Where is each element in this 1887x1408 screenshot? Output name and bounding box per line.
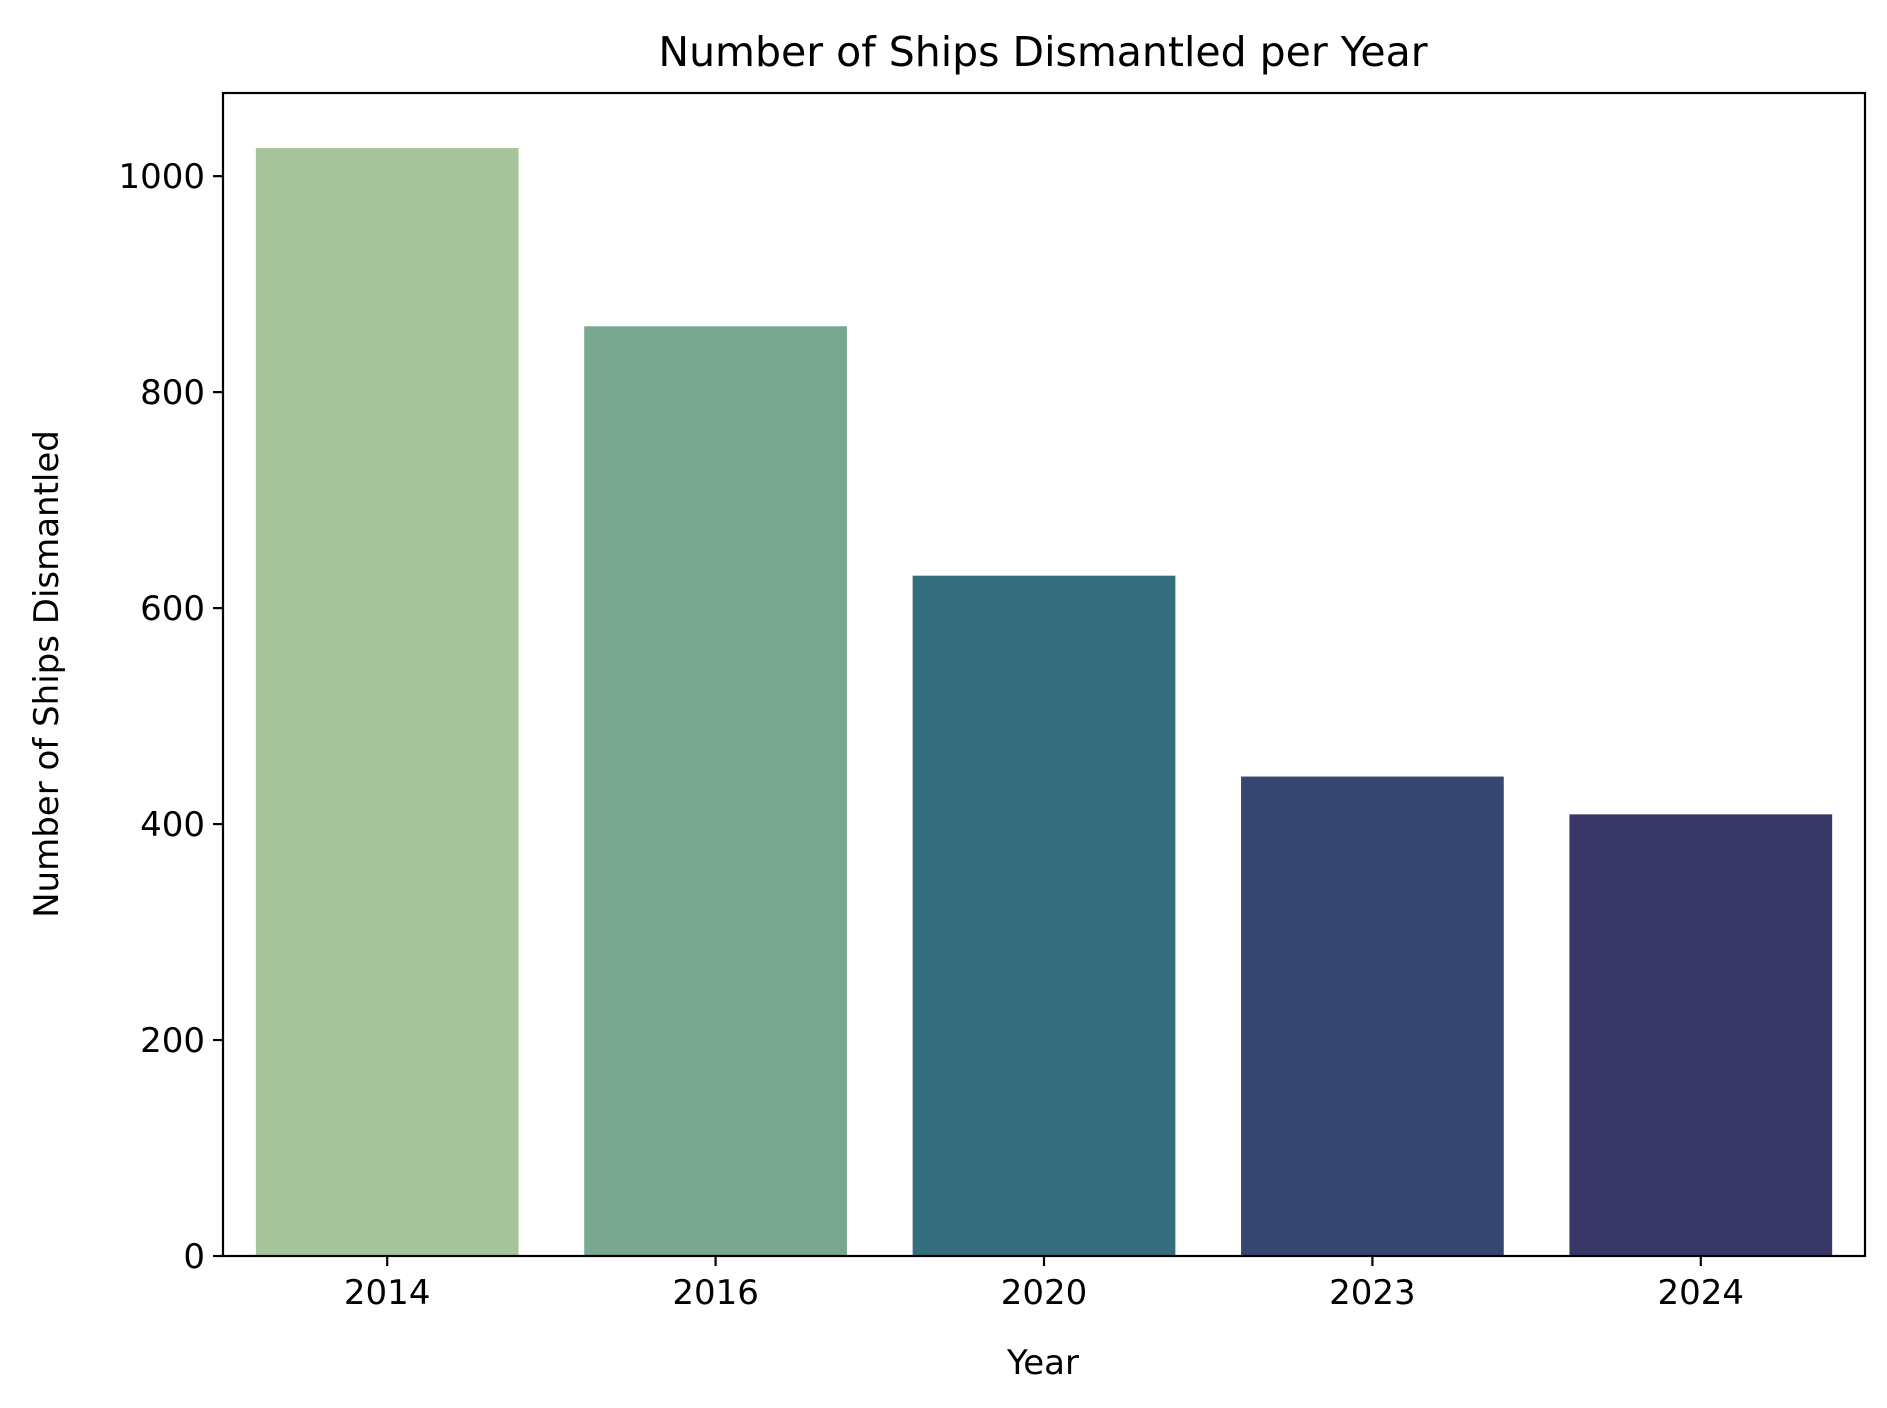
y-axis-label: Number of Ships Dismantled bbox=[27, 430, 67, 918]
y-tick-label-800: 800 bbox=[140, 373, 205, 413]
bar-2020 bbox=[912, 575, 1176, 1256]
y-tick-label-1000: 1000 bbox=[118, 157, 205, 197]
y-tick-label-200: 200 bbox=[140, 1021, 205, 1061]
x-axis: 2014 2016 2020 2023 2024 bbox=[344, 1256, 1744, 1313]
chart-title: Number of Ships Dismantled per Year bbox=[658, 28, 1427, 76]
plot-frame bbox=[221, 91, 1867, 1258]
bar-2014 bbox=[255, 148, 519, 1257]
bar-2024 bbox=[1569, 814, 1833, 1256]
x-axis-label: Year bbox=[1006, 1343, 1079, 1383]
x-tick-label-2020: 2020 bbox=[1001, 1273, 1088, 1313]
bars-group bbox=[255, 148, 1833, 1257]
y-tick-label-400: 400 bbox=[140, 805, 205, 845]
x-tick-label-2023: 2023 bbox=[1329, 1273, 1416, 1313]
y-tick-label-600: 600 bbox=[140, 589, 205, 629]
x-tick-label-2016: 2016 bbox=[672, 1273, 759, 1313]
y-tick-label-0: 0 bbox=[183, 1237, 205, 1277]
bar-2016 bbox=[584, 326, 847, 1256]
x-tick-label-2014: 2014 bbox=[344, 1273, 431, 1313]
y-axis: 0 200 400 600 800 1000 bbox=[118, 157, 223, 1277]
x-tick-label-2024: 2024 bbox=[1658, 1273, 1745, 1313]
bar-2023 bbox=[1241, 776, 1504, 1256]
